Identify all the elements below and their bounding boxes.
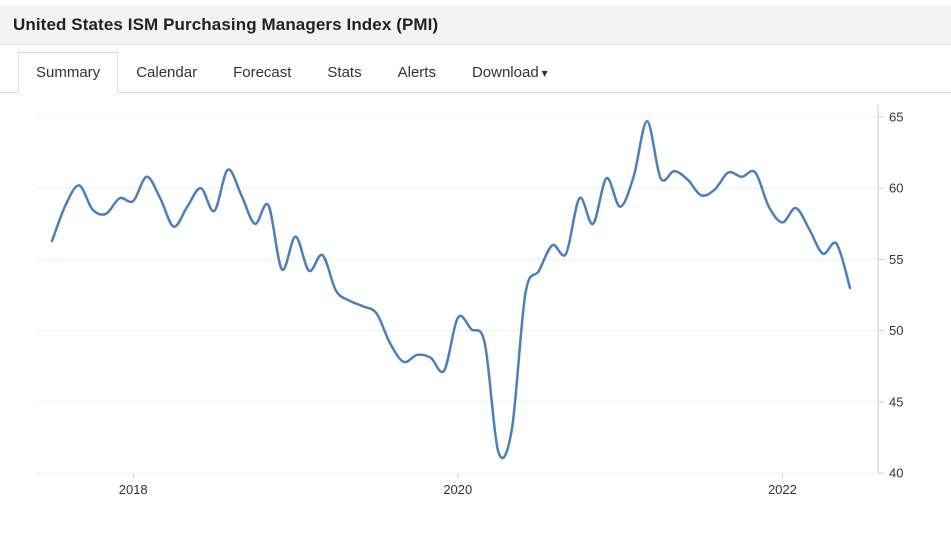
svg-text:50: 50 [889,323,903,338]
tab-download[interactable]: Download ▾ [454,52,566,93]
page-header: United States ISM Purchasing Managers In… [0,5,951,45]
tab-summary[interactable]: Summary [18,52,119,93]
svg-text:40: 40 [889,466,903,481]
svg-text:2022: 2022 [768,482,797,497]
svg-text:2020: 2020 [443,482,472,497]
svg-text:55: 55 [889,252,903,267]
svg-text:65: 65 [889,110,903,125]
tab-bar: Summary Calendar Forecast Stats Alerts D… [0,52,951,93]
svg-text:45: 45 [889,394,903,409]
tab-download-label: Download [471,64,539,81]
tab-forecast[interactable]: Forecast [233,64,292,81]
pmi-chart[interactable]: 40 45 50 55 60 65 2018 2020 2022 [0,95,951,541]
tab-alerts[interactable]: Alerts [397,64,436,81]
page-title: United States ISM Purchasing Managers In… [13,15,439,34]
svg-text:2018: 2018 [119,482,148,497]
chart-area: 40 45 50 55 60 65 2018 2020 2022 [0,93,951,546]
tab-stats[interactable]: Stats [327,64,362,81]
caret-down-icon: ▾ [541,66,548,80]
svg-text:60: 60 [889,181,903,196]
tab-calendar[interactable]: Calendar [136,64,198,81]
